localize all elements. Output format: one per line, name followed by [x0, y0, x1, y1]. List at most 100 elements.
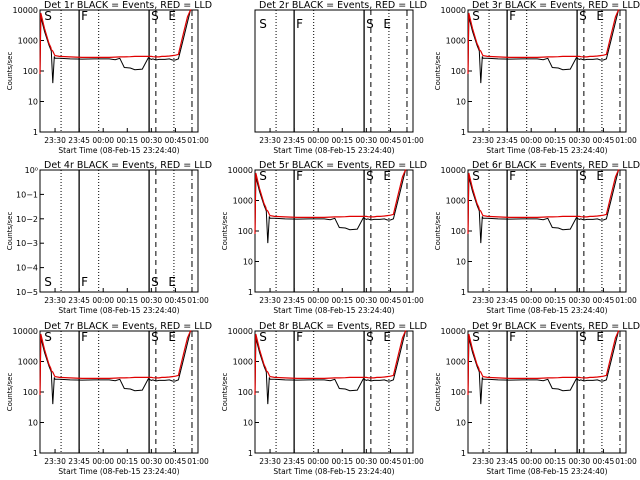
y-tick-label: 1000 [18, 37, 38, 46]
x-tick-label: 00:30 [356, 136, 378, 145]
event-marker-f: F [81, 275, 88, 289]
y-tick-label: 1000 [233, 197, 253, 206]
event-marker-f: F [81, 330, 88, 344]
x-tick-label: 23:30 [259, 296, 281, 305]
y-axis-label: Counts/sec [221, 373, 229, 412]
event-marker-s: S [44, 9, 52, 23]
x-tick-label: 23:45 [68, 296, 90, 305]
chart-title: Det 8r BLACK = Events, RED = LLD [259, 321, 427, 332]
y-tick-label: 1 [33, 449, 38, 458]
lld-series-line [254, 169, 407, 235]
y-tick-label: 100 [451, 227, 466, 236]
y-tick-label: 10−5 [16, 288, 38, 297]
y-tick-label: 100 [451, 388, 466, 397]
event-marker-f: F [509, 169, 516, 183]
y-tick-label: 100 [238, 227, 253, 236]
event-marker-e: E [383, 330, 391, 344]
x-tick-label: 01:00 [402, 296, 424, 305]
x-tick-label: 23:30 [472, 457, 494, 466]
event-marker-e: E [596, 9, 604, 23]
x-tick-label: 00:30 [141, 296, 163, 305]
y-tick-label: 10⁰ [25, 166, 38, 175]
x-tick-label: 23:30 [259, 457, 281, 466]
y-tick-label: 1 [248, 288, 253, 297]
y-tick-label: 1 [248, 449, 253, 458]
x-tick-label: 00:15 [331, 457, 353, 466]
x-tick-label: 00:45 [165, 457, 187, 466]
detector-panel-1: Det 1r BLACK = Events, RED = LLD Counts/s… [6, 0, 212, 155]
detector-panel-6: Det 6r BLACK = Events, RED = LLD Counts/s… [434, 160, 640, 315]
event-marker-s: S [259, 169, 267, 183]
x-tick-label: 00:15 [544, 296, 566, 305]
x-tick-label: 23:45 [496, 296, 518, 305]
event-marker-f: F [296, 330, 303, 344]
x-tick-label: 01:00 [615, 136, 637, 145]
y-tick-label: 10 [28, 419, 38, 428]
x-tick-label: 00:30 [356, 296, 378, 305]
event-marker-e: E [383, 17, 391, 31]
detector-panel-8: Det 8r BLACK = Events, RED = LLD Counts/s… [221, 321, 427, 476]
y-tick-label: 10000 [13, 327, 38, 336]
x-tick-label: 00:00 [92, 457, 114, 466]
chart-title: Det 4r BLACK = Events, RED = LLD [44, 160, 212, 171]
events-series-line [254, 169, 407, 244]
y-tick-label: 10 [243, 258, 253, 267]
event-marker-s: S [366, 169, 374, 183]
x-tick-label: 00:15 [544, 457, 566, 466]
y-tick-label: 10 [456, 419, 466, 428]
x-axis-label: Start Time (08-Feb-15 23:24:40) [58, 306, 179, 315]
event-marker-s: S [579, 9, 587, 23]
events-series-line [39, 9, 192, 84]
x-tick-label: 00:45 [593, 457, 615, 466]
lld-series-line [39, 9, 192, 75]
x-axis-label: Start Time (08-Feb-15 23:24:40) [486, 467, 607, 476]
event-marker-e: E [596, 330, 604, 344]
detector-panel-2: Det 2r BLACK = Events, RED = LLD 23:30 23:… [254, 0, 427, 155]
event-marker-f: F [81, 9, 88, 23]
x-tick-label: 00:45 [380, 457, 402, 466]
x-tick-label: 01:00 [402, 457, 424, 466]
plot-frame [254, 9, 414, 133]
x-tick-label: 00:45 [380, 296, 402, 305]
y-tick-label: 100 [23, 388, 38, 397]
y-tick-label: 10−3 [16, 239, 38, 248]
detector-panel-4: Det 4r BLACK = Events, RED = LLD Counts/s… [6, 160, 212, 315]
y-tick-label: 10 [456, 258, 466, 267]
x-tick-label: 01:00 [187, 457, 209, 466]
x-tick-label: 00:30 [141, 136, 163, 145]
x-tick-label: 00:00 [520, 296, 542, 305]
x-tick-label: 23:45 [283, 457, 305, 466]
x-tick-label: 00:45 [380, 136, 402, 145]
lld-series-line [467, 330, 620, 396]
x-tick-label: 00:15 [116, 457, 138, 466]
event-marker-f: F [509, 9, 516, 23]
event-marker-s: S [151, 330, 159, 344]
x-tick-label: 00:45 [165, 136, 187, 145]
y-tick-label: 1 [461, 288, 466, 297]
chart-title: Det 9r BLACK = Events, RED = LLD [472, 321, 640, 332]
x-tick-label: 00:30 [141, 457, 163, 466]
chart-title: Det 1r BLACK = Events, RED = LLD [44, 0, 212, 11]
event-marker-e: E [383, 169, 391, 183]
y-tick-label: 10−4 [16, 264, 38, 273]
detector-panel-3: Det 3r BLACK = Events, RED = LLD Counts/s… [434, 0, 640, 155]
events-series-line [467, 9, 620, 84]
y-axis-label: Counts/sec [434, 52, 442, 91]
event-marker-s: S [151, 275, 159, 289]
x-tick-label: 23:30 [44, 457, 66, 466]
events-series-line [467, 330, 620, 405]
x-tick-label: 00:00 [520, 136, 542, 145]
chart-title: Det 3r BLACK = Events, RED = LLD [472, 0, 640, 11]
y-tick-label: 10−2 [16, 215, 38, 224]
event-marker-s: S [472, 9, 480, 23]
x-tick-label: 00:30 [356, 457, 378, 466]
y-tick-label: 1 [461, 128, 466, 137]
x-tick-label: 23:30 [44, 296, 66, 305]
x-axis-label: Start Time (08-Feb-15 23:24:40) [58, 146, 179, 155]
x-tick-label: 23:30 [472, 136, 494, 145]
detector-panel-9: Det 9r BLACK = Events, RED = LLD Counts/s… [434, 321, 640, 476]
x-tick-label: 23:45 [68, 457, 90, 466]
x-tick-label: 23:45 [496, 457, 518, 466]
y-axis-label: Counts/sec [434, 212, 442, 251]
